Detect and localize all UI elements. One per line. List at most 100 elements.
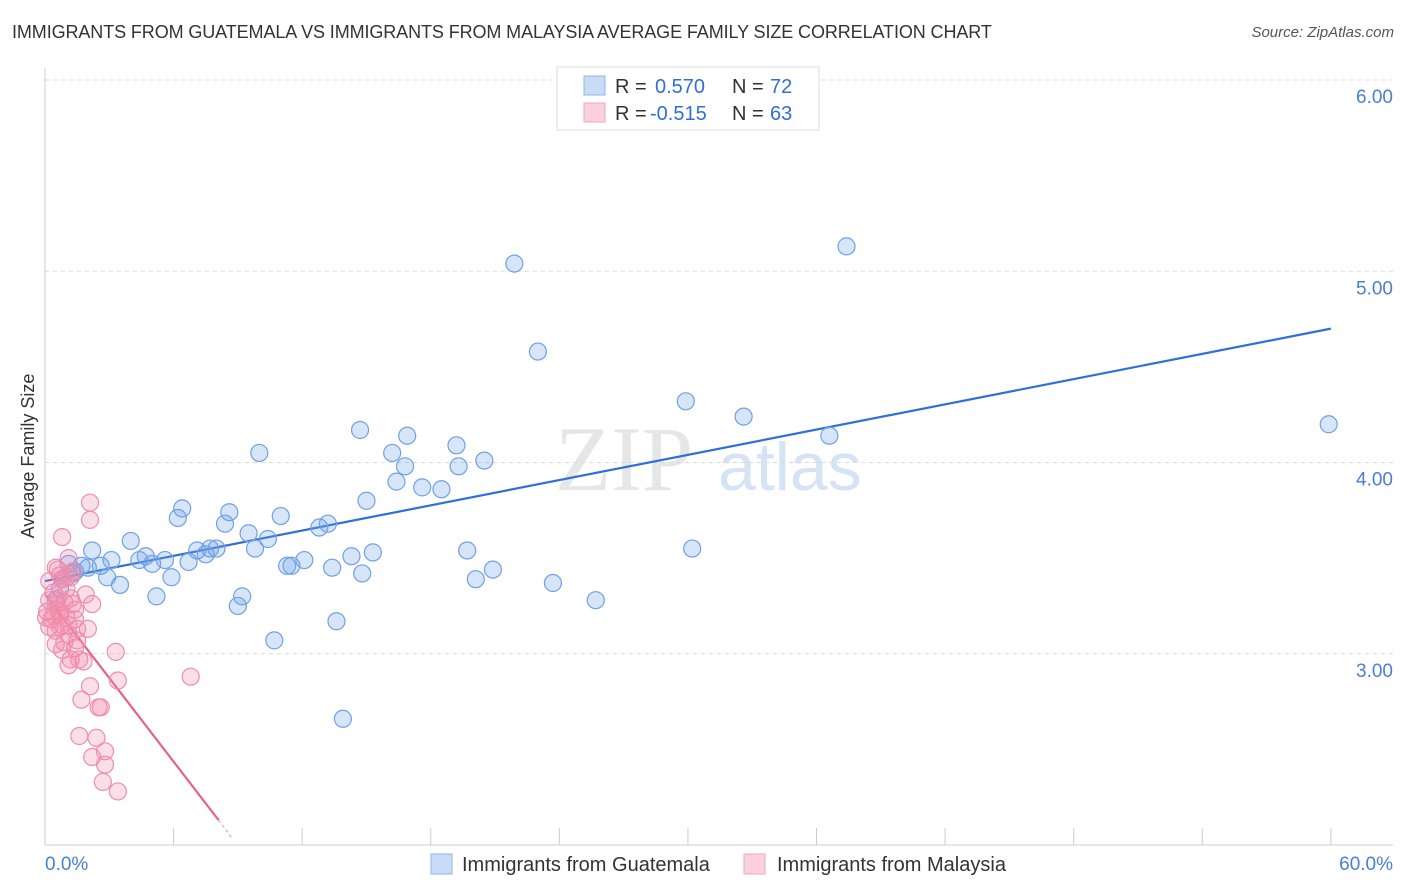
legend-r-malaysia: -0.515 [650, 103, 707, 125]
point-guatemala [586, 591, 605, 610]
point-guatemala [458, 541, 477, 560]
point-guatemala [98, 568, 117, 587]
point-guatemala [121, 531, 140, 551]
legend-swatch-guatemala [430, 853, 453, 875]
point-guatemala [220, 503, 239, 522]
point-guatemala [363, 543, 382, 562]
point-malaysia [76, 585, 95, 604]
point-guatemala [387, 472, 406, 491]
point-guatemala [357, 491, 376, 510]
point-malaysia [44, 606, 63, 625]
point-malaysia [59, 549, 78, 568]
point-malaysia [72, 690, 91, 709]
point-guatemala [282, 556, 301, 575]
point-malaysia [108, 671, 127, 690]
point-guatemala [683, 539, 702, 558]
legend-r-label: R = [615, 76, 647, 98]
point-malaysia [106, 642, 125, 661]
legend-n-guatemala: 72 [770, 76, 792, 98]
point-guatemala [233, 587, 252, 606]
point-malaysia [181, 667, 200, 686]
point-guatemala [215, 514, 235, 533]
legend-swatch-malaysia [743, 853, 766, 875]
point-malaysia [95, 755, 115, 774]
point-guatemala [820, 426, 839, 445]
point-malaysia [108, 782, 127, 801]
point-guatemala [179, 552, 198, 572]
stats-legend: R = 0.570 N = 72 R = -0.515 N = 63 [556, 66, 820, 131]
source-label: Source: ZipAtlas.com [1251, 24, 1394, 41]
point-guatemala [350, 420, 370, 440]
point-guatemala [466, 570, 485, 589]
point-guatemala [245, 539, 265, 558]
point-guatemala [258, 529, 277, 549]
point-guatemala [528, 342, 548, 361]
point-malaysia [74, 652, 93, 671]
point-guatemala [383, 443, 402, 463]
point-guatemala [395, 457, 415, 476]
trendline-malaysia-extension [217, 819, 233, 838]
y-tick-label: 5.00 [1356, 278, 1393, 299]
point-malaysia [93, 772, 112, 791]
point-guatemala [196, 545, 215, 564]
point-guatemala [475, 451, 494, 470]
point-guatemala [398, 426, 417, 445]
point-guatemala [271, 506, 290, 526]
point-guatemala [318, 514, 337, 533]
point-malaysia [80, 493, 100, 512]
point-malaysia [53, 527, 72, 547]
point-guatemala [734, 407, 753, 426]
point-guatemala [168, 508, 187, 528]
point-guatemala [432, 480, 451, 499]
point-guatemala [173, 499, 192, 518]
point-malaysia [63, 562, 82, 581]
point-guatemala [250, 443, 269, 463]
point-malaysia [80, 677, 100, 696]
legend-r-label: R = [615, 103, 647, 125]
legend-n-label: N = [732, 76, 764, 98]
point-malaysia [91, 698, 110, 717]
x-tick-label: 0.0% [45, 854, 88, 875]
point-malaysia [50, 617, 70, 637]
point-guatemala [147, 587, 166, 606]
point-malaysia [70, 726, 89, 746]
legend-n-label: N = [732, 103, 764, 125]
point-malaysia [59, 656, 78, 675]
point-guatemala [333, 709, 352, 728]
point-guatemala [483, 560, 503, 579]
point-guatemala [278, 556, 297, 575]
point-malaysia [80, 510, 100, 529]
point-guatemala [1319, 415, 1338, 434]
point-guatemala [543, 573, 563, 593]
chart-title: IMMIGRANTS FROM GUATEMALA VS IMMIGRANTS … [12, 22, 992, 42]
point-guatemala [239, 524, 258, 543]
y-tick-label: 6.00 [1356, 87, 1393, 108]
legend-label-malaysia: Immigrants from Malaysia [777, 854, 1007, 876]
point-guatemala [228, 596, 247, 616]
legend-swatch-guatemala [583, 75, 606, 96]
point-malaysia [53, 640, 72, 660]
legend-swatch-malaysia [583, 102, 606, 123]
point-guatemala [413, 478, 432, 497]
point-guatemala [323, 558, 342, 577]
point-guatemala [102, 550, 121, 570]
x-tick-label: 60.0% [1339, 854, 1393, 875]
point-guatemala [83, 541, 102, 560]
point-guatemala [449, 457, 468, 476]
legend-n-malaysia: 63 [770, 103, 792, 125]
point-guatemala [353, 564, 372, 583]
point-guatemala [162, 568, 181, 587]
point-guatemala [265, 631, 284, 650]
y-tick-label: 4.00 [1356, 470, 1393, 491]
point-guatemala [342, 547, 361, 566]
point-guatemala [310, 518, 329, 537]
y-axis-label: Average Family Size [18, 374, 38, 539]
point-guatemala [837, 237, 856, 256]
point-guatemala [447, 436, 466, 455]
point-guatemala [207, 539, 226, 558]
point-malaysia [36, 608, 56, 627]
legend-r-guatemala: 0.570 [655, 76, 705, 98]
point-malaysia [87, 728, 106, 748]
point-guatemala [505, 254, 524, 273]
y-tick-label: 3.00 [1356, 661, 1393, 682]
